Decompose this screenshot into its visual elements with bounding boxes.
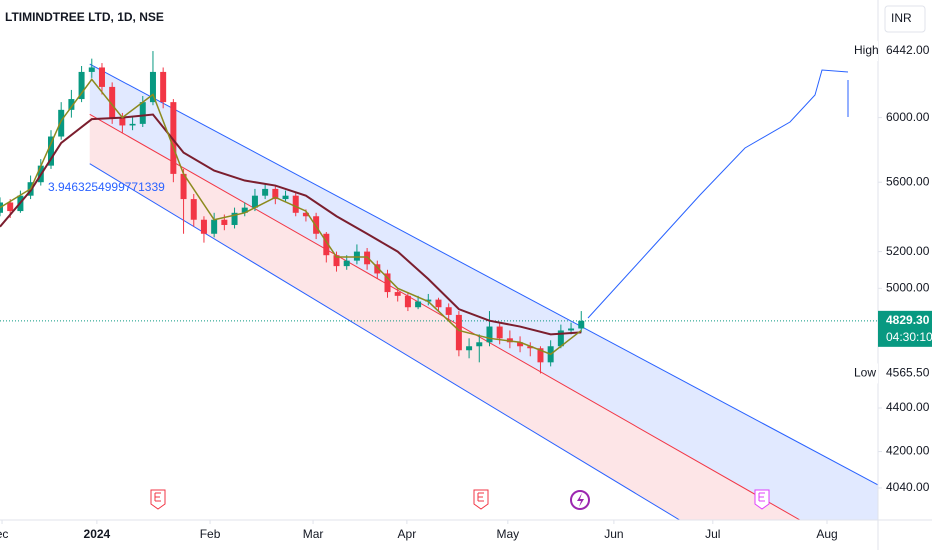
candle-body [0,202,3,213]
projection-drawing [587,69,849,319]
candle-body [241,207,248,213]
candle-body [476,342,483,347]
candle-body [180,173,187,200]
candle-body [109,86,116,118]
candle-body [231,212,238,225]
candle-body [292,195,299,213]
x-tick-label: 2024 [84,527,111,541]
x-tick-label: May [496,527,519,541]
candle-body [568,328,575,331]
last-price-label: 4829.30 [886,313,930,327]
y-tick-label: 4040.00 [886,480,930,494]
candle-body [282,195,289,200]
x-tick-label: Mar [303,527,324,541]
candle-body [557,330,564,347]
candle-body [47,136,54,166]
marker-name: High [854,43,879,57]
candle-body [302,212,309,217]
candle-body [211,219,218,234]
candle-body [353,251,360,261]
earnings-icon[interactable] [473,489,489,510]
candle-body [466,346,473,351]
candle-body [415,301,422,308]
marker-name-box [850,363,878,384]
candle-body [496,326,503,339]
candle-body [578,320,585,329]
candle-body [58,109,65,137]
channel-line [89,163,680,520]
candle-body [486,326,493,343]
candle-body [272,188,279,200]
candle-body [313,216,320,234]
candle-body [129,123,136,126]
candle-body [78,71,85,100]
channel-fill-upper [89,64,878,520]
y-tick-label: 5200.00 [886,244,930,258]
candle-body [343,260,350,267]
y-tick-label: 6000.00 [886,110,930,124]
candle-body [170,102,177,174]
currency: INR [891,11,912,25]
earnings-icon[interactable] [150,489,166,510]
channel-label: 3.9463254999771339 [48,180,165,194]
candle-body [445,307,452,315]
earnings-icon[interactable] [754,489,770,510]
dividend-icon[interactable] [570,490,590,510]
candle-body [221,219,228,225]
candle-body [384,273,391,293]
x-tick-label: Jun [604,527,623,541]
candle-body [262,188,269,196]
candle-body [323,233,330,256]
candle-body [374,264,381,274]
candle-body [139,102,146,124]
marker-name: Low [854,366,876,380]
candle-body [119,117,126,126]
candle-body [404,295,411,308]
candle-body [190,199,197,220]
currency-box[interactable] [884,5,926,33]
marker-name-box [850,41,878,62]
y-tick-label: 5600.00 [886,174,930,188]
candle-body [251,195,258,208]
moving-average [0,78,582,356]
candle-body [537,348,544,363]
candle-body [200,219,207,234]
candle-body [88,67,95,72]
x-tick-label: Jul [705,527,720,541]
candle-body [455,314,462,351]
candle-body [517,342,524,347]
marker-price: 6442.00 [886,43,930,57]
y-tick-label: 4200.00 [886,444,930,458]
y-tick-label: 5000.00 [886,280,930,294]
last-price-tag [878,310,932,347]
candle-body [160,71,167,103]
channel-line [89,63,878,486]
candle-body [435,299,442,308]
candle-body [425,299,432,302]
plot-area [0,51,878,520]
x-tick-label: ec [0,527,8,541]
candle-body [68,99,75,110]
candle-body [7,202,14,212]
candle-body [98,67,105,87]
countdown: 04:30:10 [886,330,932,344]
marker-price: 4565.50 [886,366,930,380]
y-tick-label: 4400.00 [886,400,930,414]
x-tick-label: Feb [200,527,221,541]
chart-title: LTIMINDTREE LTD, 1D, NSE [5,10,164,24]
x-tick-label: Aug [816,527,837,541]
candle-body [394,292,401,296]
candle-body [527,346,534,349]
moving-average [0,113,582,336]
candle-body [333,255,340,267]
candle-body [149,71,156,103]
x-tick-label: Apr [398,527,417,541]
